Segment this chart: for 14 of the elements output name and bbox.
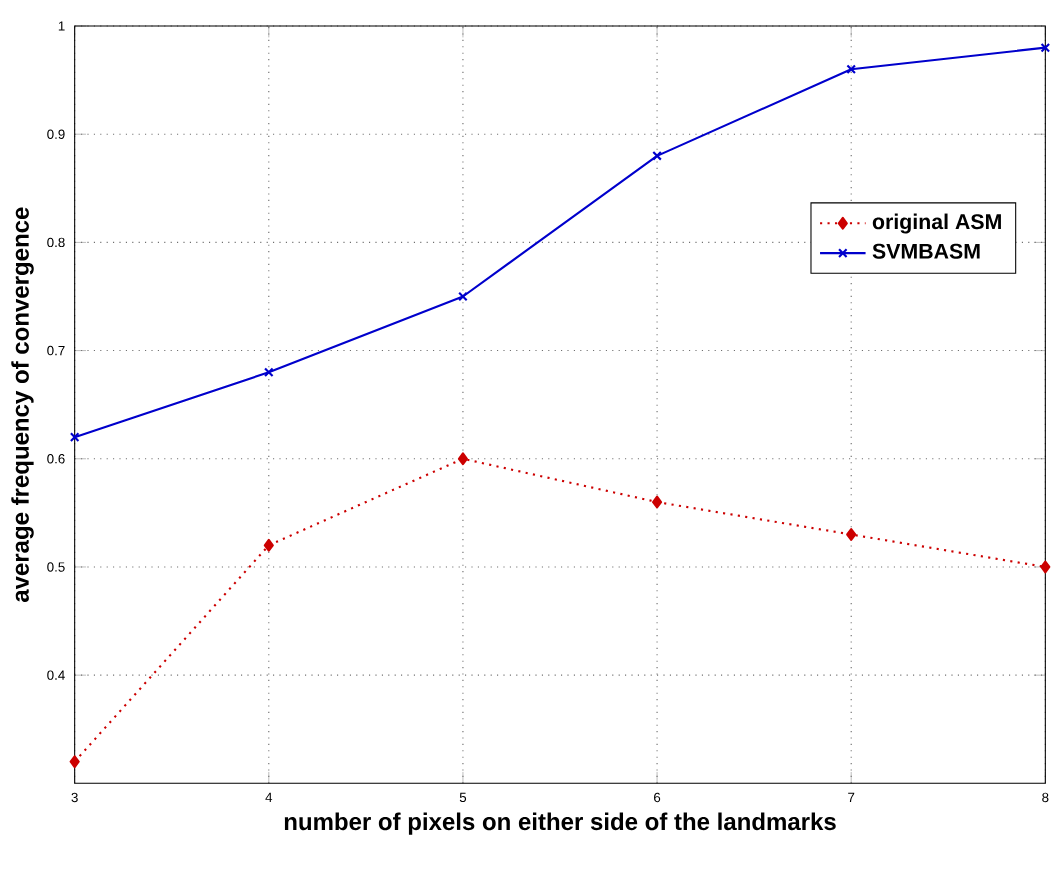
point (457, 452, 468, 466)
point (846, 64, 857, 75)
point (652, 495, 663, 509)
point (69, 755, 80, 769)
point (263, 538, 274, 552)
x-axis-title: number of pixels on either side of the landmarks (284, 812, 836, 835)
y-axis-title: average frequency of convergence (11, 207, 34, 603)
point (263, 367, 274, 378)
point (846, 528, 857, 541)
legend-label: SVMBASM (872, 243, 980, 259)
legend-label: original ASM (872, 213, 1001, 234)
point (652, 151, 662, 161)
point (1040, 560, 1051, 574)
point (458, 291, 468, 302)
